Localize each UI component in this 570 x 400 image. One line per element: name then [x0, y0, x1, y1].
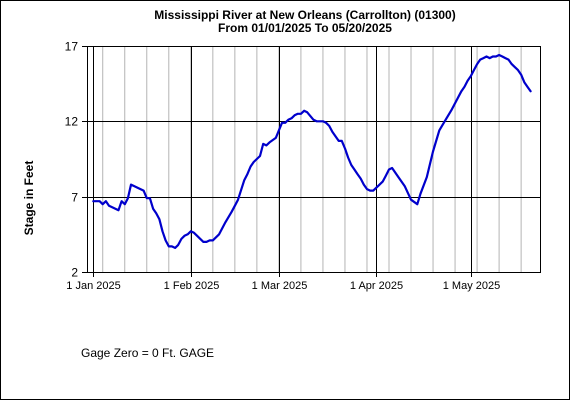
- y-tick-label: 7: [71, 191, 78, 205]
- x-tick-label: 1 Mar 2025: [252, 280, 308, 292]
- plot-area: [87, 46, 541, 273]
- minor-gridlines: [102, 46, 522, 272]
- gage-zero-note: Gage Zero = 0 Ft. GAGE: [81, 346, 215, 360]
- chart-title: Mississippi River at New Orleans (Carrol…: [154, 8, 456, 22]
- series-line-0: [92, 53, 532, 249]
- x-tick-label: 1 May 2025: [443, 280, 500, 292]
- plot-border: [87, 46, 541, 273]
- x-tick-label: 1 Jan 2025: [66, 280, 120, 292]
- series-group: [92, 53, 532, 249]
- chart-subtitle: From 01/01/2025 To 05/20/2025: [218, 21, 392, 35]
- y-tick-label: 2: [71, 266, 78, 280]
- x-tick-label: 1 Apr 2025: [350, 280, 403, 292]
- major-gridlines: [87, 46, 540, 273]
- y-tick-label: 12: [65, 115, 79, 129]
- axis-ticks: 2 7 12 17 1 Jan 2025 1 Feb 2025 1 Mar 2025 1 Ap…: [65, 40, 501, 293]
- y-tick-label: 17: [65, 40, 79, 54]
- x-tick-label: 1 Feb 2025: [164, 280, 220, 292]
